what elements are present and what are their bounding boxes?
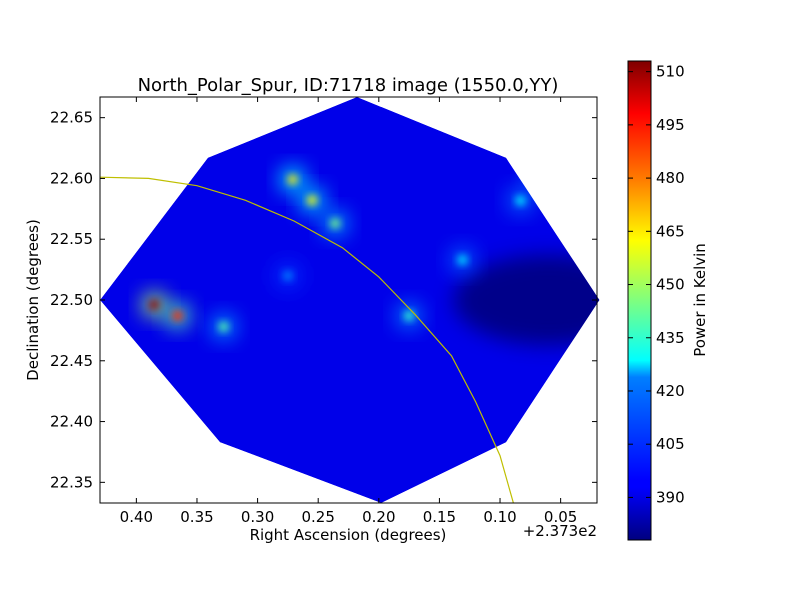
feature-peak bbox=[149, 299, 160, 310]
feature-peak bbox=[307, 195, 318, 206]
x-offset-label: +2.373e2 bbox=[523, 522, 597, 540]
feature-peak bbox=[457, 254, 468, 265]
feature-peak bbox=[404, 310, 415, 321]
feature-peak bbox=[172, 310, 183, 321]
y-tick-label: 22.60 bbox=[50, 169, 93, 187]
y-tick-label: 22.55 bbox=[50, 230, 93, 248]
y-tick-label: 22.35 bbox=[50, 473, 93, 491]
colorbar-tick-label: 495 bbox=[656, 116, 685, 134]
y-tick-label: 22.50 bbox=[50, 291, 93, 309]
x-tick-label: 0.15 bbox=[423, 508, 456, 526]
feature-peak bbox=[218, 321, 229, 332]
colorbar-tick-label: 480 bbox=[656, 169, 685, 187]
x-tick-label: 0.30 bbox=[241, 508, 274, 526]
footprint bbox=[100, 97, 600, 503]
feature-peak bbox=[515, 195, 526, 206]
colorbar-tick-label: 510 bbox=[656, 63, 685, 81]
colorbar-tick-label: 405 bbox=[656, 435, 685, 453]
y-tick-label: 22.40 bbox=[50, 413, 93, 431]
feature-peak bbox=[282, 270, 293, 281]
colorbar bbox=[627, 60, 652, 541]
y-axis-label: Declination (degrees) bbox=[24, 219, 42, 381]
x-tick-label: 0.35 bbox=[180, 508, 213, 526]
chart-title: North_Polar_Spur, ID:71718 image (1550.0… bbox=[138, 75, 559, 96]
x-tick-label: 0.05 bbox=[544, 508, 577, 526]
x-tick-label: 0.25 bbox=[301, 508, 334, 526]
x-tick-label: 0.10 bbox=[483, 508, 516, 526]
colorbar-tick-label: 435 bbox=[656, 329, 685, 347]
overlay-curve bbox=[100, 176, 514, 503]
colorbar-tick-label: 465 bbox=[656, 222, 685, 240]
x-tick-label: 0.20 bbox=[362, 508, 395, 526]
colorbar-tick-label: 390 bbox=[656, 488, 685, 506]
colorbar-tick-label: 420 bbox=[656, 382, 685, 400]
feature-peak bbox=[330, 218, 341, 229]
x-tick-label: 0.40 bbox=[120, 508, 153, 526]
colorbar-label: Power in Kelvin bbox=[691, 243, 709, 357]
colorbar-tick-label: 450 bbox=[656, 276, 685, 294]
y-tick-label: 22.65 bbox=[50, 109, 93, 127]
trough-region bbox=[453, 255, 600, 345]
feature-peak bbox=[287, 174, 298, 185]
y-tick-label: 22.45 bbox=[50, 352, 93, 370]
x-axis-label: Right Ascension (degrees) bbox=[250, 526, 447, 544]
